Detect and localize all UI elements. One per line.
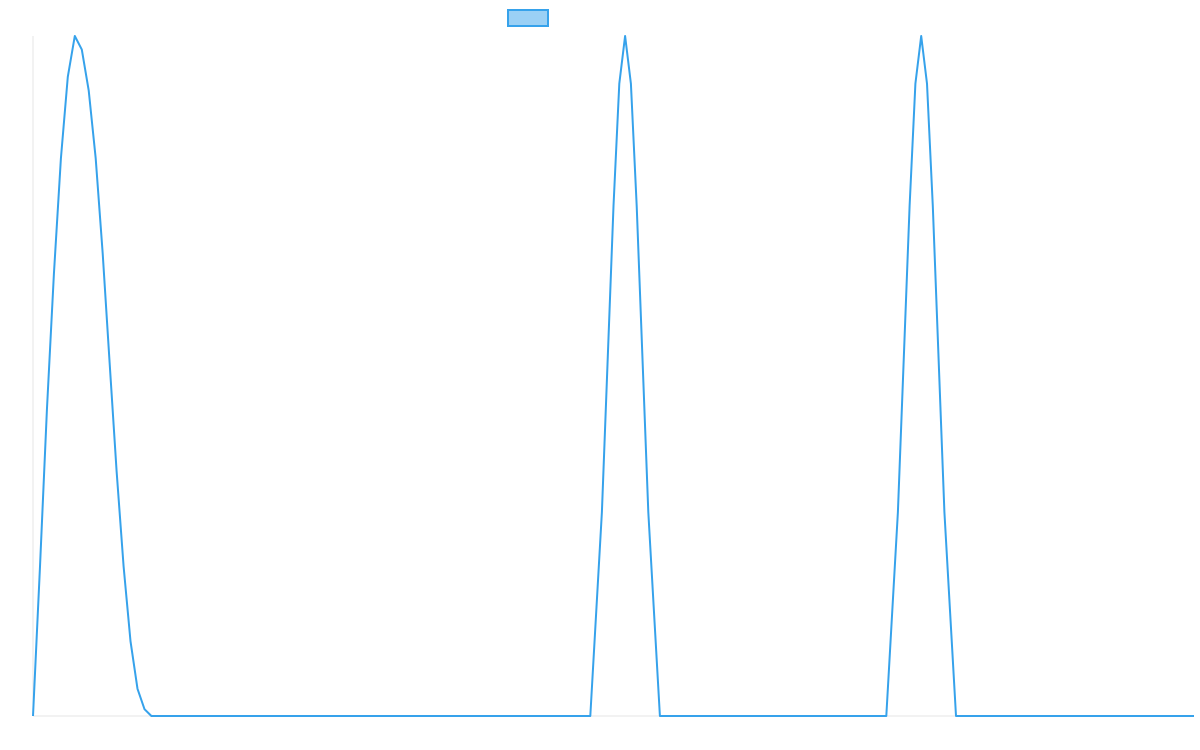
legend[interactable] (507, 9, 549, 27)
axes (32, 36, 1194, 717)
legend-swatch[interactable] (507, 9, 549, 27)
series-line-0 (32, 35, 1194, 717)
series-layer (32, 35, 1194, 717)
